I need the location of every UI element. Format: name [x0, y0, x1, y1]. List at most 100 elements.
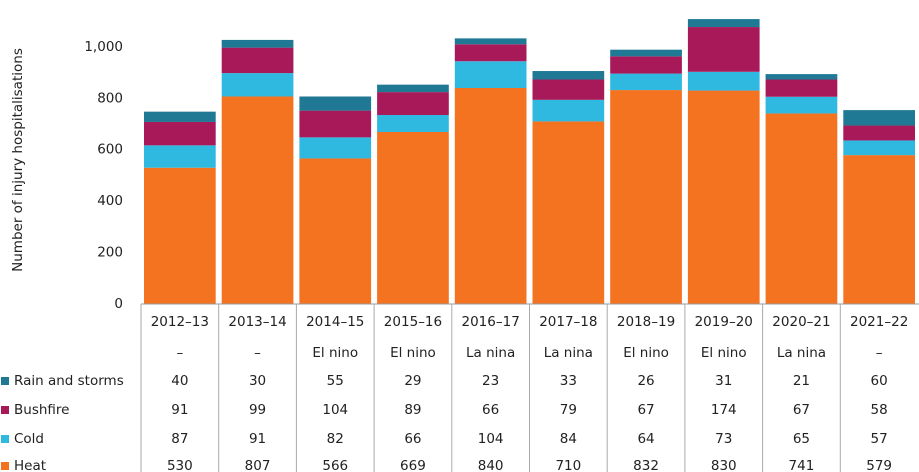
- table-value: 579: [866, 458, 892, 472]
- table-value: 87: [171, 431, 188, 447]
- table-value: 104: [478, 431, 504, 447]
- table-value: 832: [633, 458, 659, 472]
- bar-segment: [532, 71, 605, 80]
- legend-swatch: [1, 406, 9, 414]
- table-value: 91: [171, 402, 188, 418]
- x-tick-label: 2014–15: [306, 314, 364, 330]
- table-value: 84: [560, 431, 577, 447]
- legend-label: Bushfire: [14, 402, 69, 418]
- x-tick-label: 2016–17: [462, 314, 520, 330]
- bar-segment: [610, 49, 682, 57]
- table-value: 530: [167, 458, 193, 472]
- table-value: 174: [711, 402, 737, 418]
- y-axis-title: Number of injury hospitalisations: [10, 48, 26, 272]
- phase-label: –: [254, 345, 261, 361]
- table-value: 91: [249, 431, 266, 447]
- bar-segment: [221, 47, 294, 74]
- y-tick-label: 200: [97, 245, 123, 261]
- table-value: 55: [327, 373, 344, 389]
- bar-segment: [765, 96, 838, 114]
- bar-segment: [144, 145, 216, 168]
- bar-segment: [687, 71, 760, 91]
- y-tick-label: 0: [114, 296, 123, 312]
- phase-label: La nina: [777, 345, 826, 361]
- phase-label: La nina: [466, 345, 515, 361]
- table-value: 67: [793, 402, 810, 418]
- bar-segment: [299, 96, 372, 111]
- bar-segment: [454, 38, 527, 45]
- table-value: 29: [404, 373, 421, 389]
- bar-segment: [299, 110, 372, 138]
- bar-segment: [532, 121, 605, 304]
- bar-segment: [377, 84, 449, 93]
- bar-segment: [299, 137, 372, 159]
- table-value: 566: [322, 458, 348, 472]
- bar-segment: [454, 44, 527, 62]
- legend-swatch: [1, 377, 9, 385]
- table-value: 67: [637, 402, 654, 418]
- y-tick-label: 600: [97, 142, 123, 158]
- table-value: 741: [789, 458, 815, 472]
- bar-segment: [843, 110, 915, 126]
- bar-segment: [221, 73, 294, 97]
- bar-segment: [687, 19, 760, 28]
- bar-segment: [843, 140, 915, 156]
- phase-label: El nino: [390, 345, 436, 361]
- legend-label: Cold: [14, 431, 44, 447]
- table-value: 40: [171, 373, 188, 389]
- bar-segment: [610, 56, 682, 74]
- bar-segment: [377, 92, 449, 115]
- table-value: 23: [482, 373, 499, 389]
- bar-segment: [687, 27, 760, 72]
- y-tick-label: 800: [97, 90, 123, 106]
- bar-segment: [454, 61, 527, 88]
- bar-segment: [221, 96, 294, 304]
- legend-label: Heat: [14, 458, 46, 472]
- table-value: 21: [793, 373, 810, 389]
- table-value: 57: [871, 431, 888, 447]
- bar-segment: [454, 88, 527, 304]
- bar-segment: [687, 90, 760, 304]
- table-value: 89: [404, 402, 421, 418]
- phase-label: El nino: [312, 345, 358, 361]
- table-value: 840: [478, 458, 504, 472]
- table-value: 807: [245, 458, 271, 472]
- bar-segment: [144, 121, 216, 146]
- bar-segment: [532, 79, 605, 100]
- table-value: 58: [871, 402, 888, 418]
- table-value: 710: [555, 458, 581, 472]
- table-value: 79: [560, 402, 577, 418]
- bar-segment: [610, 73, 682, 91]
- table-value: 66: [404, 431, 421, 447]
- y-tick-label: 400: [97, 193, 123, 209]
- table-value: 104: [322, 402, 348, 418]
- bar-segment: [532, 99, 605, 122]
- x-tick-label: 2017–18: [539, 314, 597, 330]
- bar-segment: [377, 115, 449, 132]
- table-value: 65: [793, 431, 810, 447]
- bar-segment: [765, 113, 838, 304]
- table-value: 669: [400, 458, 426, 472]
- x-tick-label: 2015–16: [384, 314, 442, 330]
- table-value: 64: [637, 431, 654, 447]
- table-value: 82: [327, 431, 344, 447]
- table-value: 30: [249, 373, 266, 389]
- phase-label: El nino: [623, 345, 669, 361]
- phase-label: El nino: [701, 345, 747, 361]
- legend-swatch: [1, 462, 9, 470]
- y-tick-label: 1,000: [84, 39, 123, 55]
- phase-label: La nina: [544, 345, 593, 361]
- x-tick-label: 2012–13: [151, 314, 209, 330]
- table-value: 60: [871, 373, 888, 389]
- bar-segment: [221, 39, 294, 48]
- bar-segment: [843, 125, 915, 141]
- bar-segment: [144, 167, 216, 304]
- x-tick-label: 2021–22: [850, 314, 908, 330]
- bar-segment: [377, 131, 449, 304]
- table-value: 99: [249, 402, 266, 418]
- x-tick-label: 2019–20: [695, 314, 753, 330]
- legend-swatch: [1, 435, 9, 443]
- x-tick-label: 2013–14: [228, 314, 286, 330]
- table-value: 31: [715, 373, 732, 389]
